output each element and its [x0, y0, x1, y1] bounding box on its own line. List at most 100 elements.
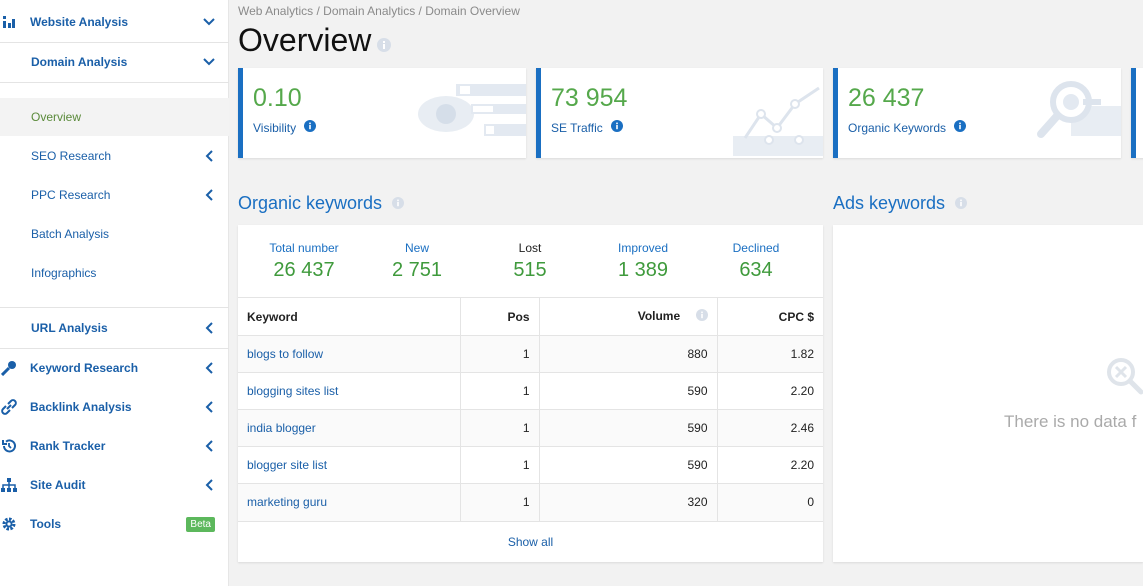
card-label-text: SE Traffic — [551, 120, 603, 135]
stat-value: 1 389 — [617, 259, 669, 281]
section-title-text: Ads keywords — [833, 193, 946, 213]
sidebar-item-label: Site Audit — [30, 478, 86, 492]
card-value: 26 437 — [848, 84, 925, 112]
table-row: blogs to follow 1 880 1.82 — [238, 335, 823, 373]
cell-pos: 1 — [460, 372, 540, 410]
more-card[interactable] — [1131, 68, 1143, 158]
link-icon — [0, 398, 18, 416]
column-header-label: Volume — [637, 308, 681, 323]
sidebar-item-url-analysis[interactable]: URL Analysis — [0, 318, 229, 338]
column-header-pos[interactable]: Pos — [460, 297, 540, 336]
sidebar-item-infographics[interactable]: Infographics — [0, 263, 229, 283]
stat-new[interactable]: New 2 751 — [362, 241, 472, 282]
magnifier-icon — [1037, 81, 1121, 138]
page-title: Overview — [238, 22, 372, 58]
info-icon[interactable] — [610, 120, 623, 135]
sidebar-item-overview[interactable]: Overview — [0, 107, 229, 127]
column-header-cpc[interactable]: CPC $ — [717, 297, 823, 336]
sidebar-item-batch-analysis[interactable]: Batch Analysis — [0, 224, 229, 244]
sidebar-item-label: Infographics — [31, 266, 97, 280]
sidebar-item-label: PPC Research — [31, 188, 111, 202]
show-all-link[interactable]: Show all — [238, 521, 823, 562]
organic-keywords-card[interactable]: 26 437 Organic Keywords — [833, 68, 1121, 158]
chevron-left-icon — [203, 479, 215, 491]
no-data-search-icon — [1105, 356, 1143, 401]
card-value: 73 954 — [551, 84, 628, 112]
stat-label: Declined — [732, 241, 780, 255]
organic-keywords-panel: Total number 26 437 New 2 751 Lost 515 I… — [238, 225, 823, 562]
eye-icon — [418, 84, 526, 136]
ads-keywords-section-title: Ads keywords — [833, 193, 968, 214]
keyword-link[interactable]: marketing guru — [238, 483, 461, 521]
info-icon[interactable] — [955, 193, 968, 214]
stat-label: Improved — [617, 241, 669, 255]
table-row: marketing guru 1 320 0 — [238, 483, 823, 521]
ads-keywords-panel: There is no data f — [833, 225, 1143, 562]
sidebar-item-domain-analysis[interactable]: Domain Analysis — [0, 52, 229, 72]
bar-chart-icon — [0, 13, 18, 31]
history-icon — [0, 437, 18, 455]
info-icon[interactable] — [392, 193, 405, 214]
stat-label: Lost — [518, 241, 542, 255]
stat-value: 634 — [739, 259, 773, 281]
cell-pos: 1 — [460, 409, 540, 447]
keyword-link[interactable]: blogs to follow — [238, 335, 461, 373]
stat-improved[interactable]: Improved 1 389 — [588, 241, 698, 282]
keyword-link[interactable]: blogger site list — [238, 446, 461, 484]
stat-lost[interactable]: Lost 515 — [475, 241, 585, 282]
chevron-down-icon — [203, 16, 215, 28]
stat-declined[interactable]: Declined 634 — [701, 241, 811, 282]
chevron-down-icon — [203, 56, 215, 68]
sidebar-item-site-audit[interactable]: Site Audit — [0, 475, 229, 495]
gear-icon — [0, 515, 18, 533]
chevron-left-icon — [203, 362, 215, 374]
sidebar-item-label: Batch Analysis — [31, 227, 110, 241]
stat-total-number[interactable]: Total number 26 437 — [249, 241, 359, 282]
card-label: Visibility — [253, 120, 317, 135]
cell-cpc: 2.20 — [717, 372, 823, 410]
line-chart-icon — [733, 86, 823, 156]
divider — [0, 348, 229, 349]
keyword-link[interactable]: blogging sites list — [238, 372, 461, 410]
se-traffic-card[interactable]: 73 954 SE Traffic — [536, 68, 823, 158]
keyword-link[interactable]: india blogger — [238, 409, 461, 447]
sidebar-item-label: Overview — [31, 110, 82, 124]
info-icon[interactable] — [304, 120, 317, 135]
sidebar: Website Analysis Domain Analysis Overvie… — [0, 0, 229, 586]
sidebar-item-ppc-research[interactable]: PPC Research — [0, 185, 229, 205]
sidebar-item-label: SEO Research — [31, 149, 112, 163]
visibility-card[interactable]: 0.10 Visibility — [238, 68, 526, 158]
stat-label: Total number — [269, 241, 339, 255]
stat-label: New — [404, 241, 429, 255]
cell-cpc: 2.20 — [717, 446, 823, 484]
info-icon[interactable] — [954, 120, 967, 135]
cell-volume: 320 — [539, 483, 718, 521]
cell-cpc: 0 — [717, 483, 823, 521]
card-value: 0.10 — [253, 84, 302, 112]
info-icon[interactable] — [695, 309, 708, 324]
table-row: india blogger 1 590 2.46 — [238, 409, 823, 447]
sidebar-item-backlink-analysis[interactable]: Backlink Analysis — [0, 397, 229, 417]
sidebar-item-seo-research[interactable]: SEO Research — [0, 146, 229, 166]
sidebar-item-website-analysis[interactable]: Website Analysis — [0, 12, 229, 32]
organic-keywords-section-title: Organic keywords — [238, 193, 405, 214]
table-row: blogger site list 1 590 2.20 — [238, 446, 823, 484]
sitemap-icon — [0, 476, 18, 494]
active-item-highlight — [0, 98, 229, 136]
cell-volume: 590 — [539, 446, 718, 484]
column-header-volume[interactable]: Volume — [539, 297, 718, 336]
sidebar-item-rank-tracker[interactable]: Rank Tracker — [0, 436, 229, 456]
sidebar-item-tools[interactable]: Tools Beta — [0, 514, 229, 534]
chevron-left-icon — [203, 189, 215, 201]
key-icon — [0, 359, 18, 377]
sidebar-item-label: Domain Analysis — [31, 55, 128, 69]
sidebar-item-label: Keyword Research — [30, 361, 139, 375]
cell-pos: 1 — [460, 483, 540, 521]
stat-value: 515 — [513, 259, 547, 281]
sidebar-item-keyword-research[interactable]: Keyword Research — [0, 358, 229, 378]
info-icon[interactable] — [377, 38, 391, 57]
column-header-keyword[interactable]: Keyword — [238, 297, 461, 336]
beta-badge: Beta — [186, 516, 215, 532]
cell-pos: 1 — [460, 446, 540, 484]
card-label-text: Visibility — [253, 120, 297, 135]
